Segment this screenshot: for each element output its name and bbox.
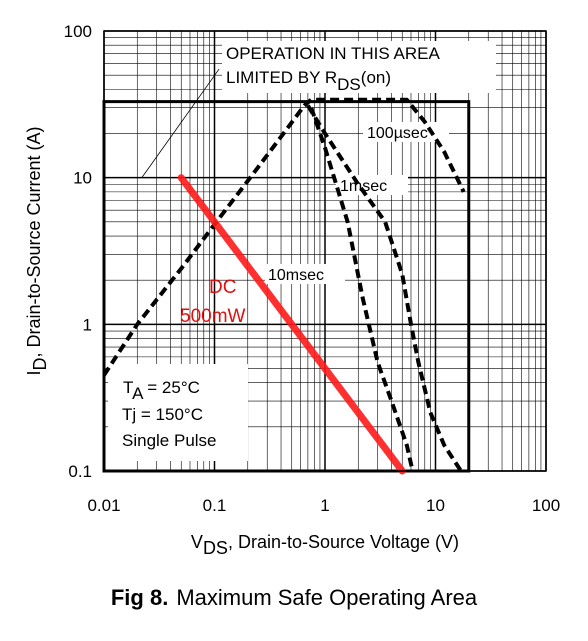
rds-annotation-box (222, 41, 496, 93)
x-tick-label: 0.01 (87, 496, 120, 515)
y-axis-label: ID, Drain-to-Source Current (A) (24, 126, 50, 375)
series-dc-500mw (177, 174, 406, 475)
x-tick-label: 100 (532, 496, 560, 515)
figure-title: Maximum Safe Operating Area (176, 585, 478, 610)
condition-pulse: Single Pulse (122, 431, 217, 450)
x-tick-label: 10 (426, 496, 445, 515)
y-tick-label: 1 (83, 315, 92, 334)
label-10ms: 10msec (268, 267, 324, 284)
label-1ms: 1msec (340, 178, 387, 195)
figure-caption: Fig 8. Maximum Safe Operating Area (0, 585, 588, 611)
label-100us: 100µsec (367, 125, 428, 142)
condition-ta: TA = 25°C (123, 378, 200, 403)
grid-minor (104, 31, 546, 471)
series-layer (102, 97, 466, 475)
conditions-box (108, 364, 248, 461)
y-tick-label: 0.1 (68, 462, 92, 481)
x-tick-label: 0.1 (203, 496, 227, 515)
x-tick-label: 1 (320, 496, 329, 515)
figure-number: Fig 8. (110, 585, 169, 610)
plot-frame (103, 30, 547, 472)
y-tick-label: 100 (64, 22, 92, 41)
label-10ms-box (265, 264, 345, 284)
series-10msec (309, 107, 415, 472)
rds-annotation-line1: OPERATION IN THIS AREA (226, 44, 440, 63)
x-axis-label: VDS, Drain-to-Source Voltage (V) (191, 532, 459, 558)
label-100us-box (363, 122, 449, 142)
rds-annotation-line2: LIMITED BY RDS(on) (226, 68, 391, 94)
dc-label-line2: 500mW (180, 306, 246, 327)
dc-label-line1: DC (209, 277, 236, 298)
x-tick-labels: 0.01 0.1 1 10 100 (87, 496, 560, 515)
condition-tj: Tj = 150°C (122, 405, 203, 424)
y-tick-label: 10 (73, 169, 92, 188)
series-1msec (306, 104, 463, 473)
rds-leader-line (141, 68, 220, 178)
series-100-sec (102, 97, 466, 377)
y-tick-labels: 0.1 1 10 100 (64, 22, 92, 481)
